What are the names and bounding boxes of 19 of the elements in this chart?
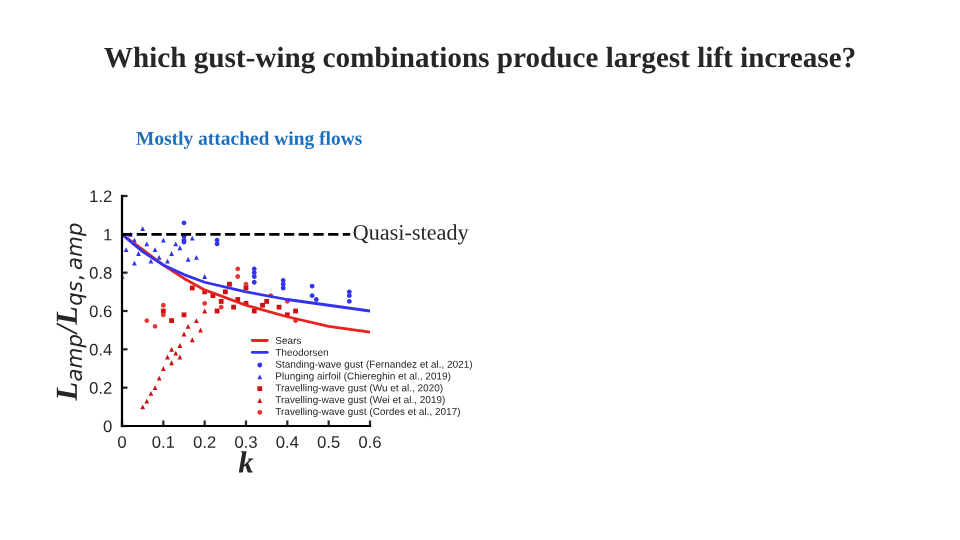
y-tick-label: 0.6 (89, 305, 112, 318)
y-tick-label: 0 (103, 420, 112, 433)
y-tick-label: 1 (104, 228, 112, 241)
text: Which gust-wing combinations produce largest lift increase? (104, 46, 855, 74)
x-tick-label: 0 (118, 436, 126, 448)
x-tick-label: 0.3 (235, 436, 257, 448)
x-tick-label: 0.4 (276, 436, 299, 448)
y-axis-title: L$_{amp}$/L$_{qs,amp}$ (56, 223, 87, 401)
chart-subtitle: Mostly attached wing flows (136, 131, 362, 149)
y-tick-label: 0.8 (89, 267, 112, 279)
y-tick-label: 0.4 (89, 343, 112, 356)
x-tick-label: 0.2 (193, 436, 216, 448)
x-tick-label: 0.1 (152, 436, 175, 448)
y-tick-label: 1.2 (90, 190, 112, 203)
x-tick-label: 0.6 (359, 436, 381, 448)
ref-line-label: Quasi-steady (353, 224, 469, 245)
x-axis-title: k (238, 451, 254, 473)
x-tick-label: 0.5 (317, 436, 340, 448)
y-tick-label: 0.2 (89, 382, 112, 394)
